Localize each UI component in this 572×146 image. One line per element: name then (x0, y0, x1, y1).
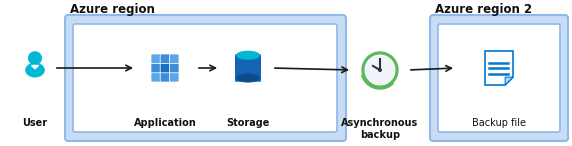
Circle shape (29, 52, 41, 65)
Text: Storage: Storage (227, 118, 269, 128)
Circle shape (362, 52, 398, 88)
Circle shape (367, 57, 394, 84)
FancyBboxPatch shape (160, 54, 170, 64)
FancyBboxPatch shape (73, 24, 337, 132)
Text: Backup file: Backup file (472, 118, 526, 128)
Text: Azure region: Azure region (70, 3, 155, 16)
Polygon shape (505, 77, 513, 85)
FancyBboxPatch shape (160, 63, 170, 73)
Circle shape (379, 69, 382, 71)
FancyBboxPatch shape (65, 15, 346, 141)
FancyBboxPatch shape (169, 63, 179, 73)
Circle shape (366, 55, 395, 85)
FancyBboxPatch shape (430, 15, 568, 141)
Text: Asynchronous
backup: Asynchronous backup (341, 118, 419, 140)
Text: Application: Application (134, 118, 196, 128)
Polygon shape (31, 65, 38, 69)
FancyBboxPatch shape (151, 63, 161, 73)
FancyBboxPatch shape (160, 72, 170, 82)
Polygon shape (485, 51, 513, 85)
Ellipse shape (26, 64, 44, 77)
Text: Azure region 2: Azure region 2 (435, 3, 532, 16)
Ellipse shape (236, 73, 260, 83)
FancyBboxPatch shape (169, 72, 179, 82)
Ellipse shape (236, 51, 260, 60)
FancyBboxPatch shape (438, 24, 560, 132)
FancyBboxPatch shape (151, 72, 161, 82)
FancyBboxPatch shape (169, 54, 179, 64)
FancyBboxPatch shape (151, 54, 161, 64)
FancyBboxPatch shape (235, 54, 261, 82)
Text: User: User (22, 118, 47, 128)
